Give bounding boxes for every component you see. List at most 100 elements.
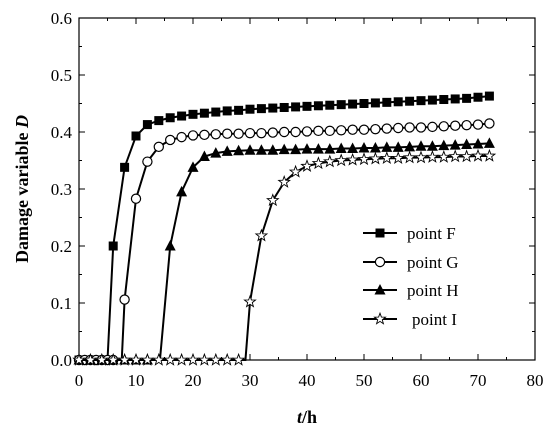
series-3-point-23	[323, 154, 337, 168]
legend-marker-h	[374, 284, 386, 295]
series-3-point-26	[357, 152, 371, 166]
series-1-point-33	[404, 122, 415, 133]
series-1-point-17	[221, 128, 233, 139]
x-axis-label-italic: t	[297, 407, 303, 427]
series-3-point-21	[300, 159, 314, 172]
series-1-point-13	[176, 131, 187, 143]
series-0-point-27	[348, 99, 358, 109]
series-1-point-26	[324, 125, 335, 137]
series-1-point-34	[415, 122, 427, 133]
legend-entry-i: point I	[363, 310, 457, 329]
series-1-point-39	[472, 119, 484, 130]
series-2-point-27	[381, 141, 393, 152]
series-2-point-33	[449, 139, 461, 150]
legend-marker-f	[375, 228, 385, 238]
series-2-point-36	[483, 137, 495, 148]
series-3-point-32	[425, 149, 440, 163]
series-3-point-33	[437, 149, 451, 163]
y-tick-labels: 0.0 0.1 0.2 0.3 0.4 0.5 0.6	[51, 9, 73, 370]
series-1-point-22	[279, 126, 290, 138]
series-1-point-15	[199, 129, 210, 141]
series-2-point-19	[290, 143, 302, 155]
series-3-point-29	[391, 151, 405, 164]
y-tick-label-0: 0.0	[51, 351, 72, 370]
series-1-point-40	[484, 118, 495, 129]
series-3-point-12	[209, 352, 223, 366]
series-0-point-20	[268, 103, 278, 113]
series-2-point-17	[267, 144, 279, 155]
series-3-point-19	[277, 175, 291, 188]
series-3-point-14	[231, 352, 246, 366]
series-2-point-26	[369, 141, 381, 153]
series-2-point-24	[347, 142, 359, 154]
series-3	[72, 148, 497, 366]
series-0-point-32	[405, 96, 415, 106]
series-0-point-17	[234, 105, 244, 115]
series-3-point-35	[459, 149, 474, 163]
legend: point F point G point H point I	[363, 224, 458, 329]
x-tick-label-1: 10	[128, 371, 145, 390]
series-0-point-35	[439, 95, 449, 105]
series-1-point-10	[142, 156, 153, 167]
series-2-point-28	[392, 141, 404, 152]
series-3-point-34	[448, 149, 462, 163]
series-2-point-35	[472, 137, 484, 149]
series-1-point-20	[256, 127, 267, 139]
series-2-point-13	[221, 145, 233, 156]
series-0-point-39	[484, 91, 494, 101]
series-0-point-30	[382, 97, 392, 107]
series-1-point-29	[358, 124, 370, 135]
series-0-point-23	[302, 101, 312, 111]
series-1-point-35	[427, 121, 438, 133]
legend-symbol-1	[374, 256, 386, 268]
series-0-point-16	[222, 106, 232, 116]
series-1-point-21	[267, 127, 278, 138]
x-tick-label-7: 70	[470, 371, 487, 390]
series-0-point-15	[211, 107, 221, 117]
series-3-point-13	[220, 352, 234, 366]
series-3-point-22	[311, 156, 326, 170]
x-tick-label-4: 40	[299, 371, 316, 390]
x-tick-label-8: 80	[527, 371, 544, 390]
series-0-point-25	[325, 100, 335, 110]
series-2-point-16	[255, 144, 267, 155]
series-1-point-38	[461, 119, 472, 131]
series-3-point-8	[163, 352, 177, 366]
legend-entry-h: point H	[363, 281, 458, 300]
series-2-point-31	[426, 140, 438, 151]
series-0-point-14	[199, 108, 209, 118]
series-3-point-28	[380, 151, 394, 164]
series-2-point-10	[187, 161, 199, 172]
series-3-point-27	[368, 151, 383, 165]
series-0-point-33	[416, 96, 426, 106]
series-1-point-12	[164, 134, 176, 146]
series-1-point-30	[370, 123, 381, 135]
legend-label-i: point I	[412, 310, 457, 329]
legend-label-f: point F	[407, 224, 456, 243]
series-0-point-8	[131, 131, 141, 141]
axis-ticks	[78, 17, 536, 361]
series-1-point-32	[393, 122, 404, 134]
series-3-point-10	[186, 352, 200, 366]
legend-symbol-3	[373, 311, 387, 325]
series-0-point-18	[245, 104, 255, 114]
series-1-point-8	[119, 294, 130, 305]
series-0-point-19	[256, 104, 266, 114]
series-0-point-22	[291, 102, 301, 112]
series-0-point-6	[108, 241, 118, 251]
series-0-point-12	[177, 111, 187, 121]
series-1-point-24	[301, 126, 313, 137]
series-2	[73, 137, 495, 365]
series-3-point-37	[482, 148, 497, 162]
y-axis-label-italic: D	[12, 115, 32, 129]
plot-frame	[78, 17, 536, 361]
legend-label-g: point G	[407, 253, 458, 272]
series-3-point-4	[117, 352, 132, 366]
series-1-point-36	[438, 121, 449, 132]
series-2-point-18	[278, 143, 290, 155]
series-1-point-18	[233, 128, 244, 139]
legend-label-h: point H	[407, 281, 458, 300]
x-tick-label-5: 50	[356, 371, 373, 390]
y-tick-label-6: 0.6	[51, 9, 72, 28]
series-1-point-31	[381, 123, 392, 134]
